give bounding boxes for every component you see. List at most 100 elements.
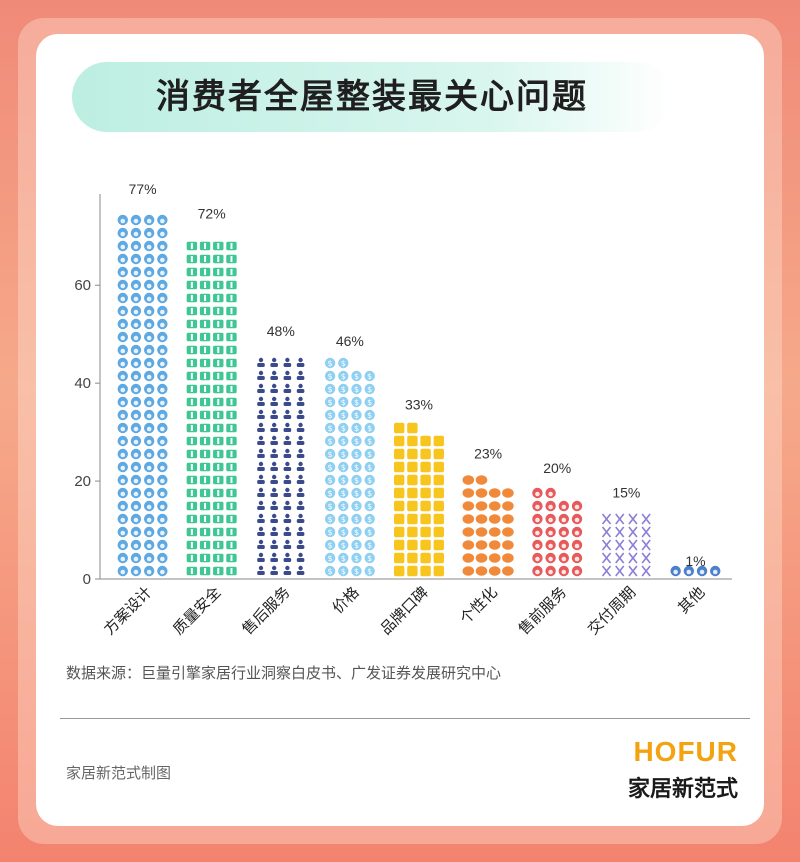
bar-6 [462,475,514,576]
svg-text:$: $ [354,385,359,394]
data-label-6: 23% [474,445,502,461]
svg-text:$: $ [341,450,346,459]
svg-text:$: $ [328,567,333,576]
svg-text:$: $ [328,528,333,537]
data-label-9: 1% [685,553,705,569]
svg-text:$: $ [341,476,346,485]
svg-text:$: $ [367,424,372,433]
bar-1 [117,214,168,577]
svg-text:$: $ [354,398,359,407]
data-label-4: 46% [336,333,364,349]
svg-text:$: $ [328,515,333,524]
bar-7 [532,487,583,577]
svg-text:$: $ [354,554,359,563]
bar-2 [186,241,237,576]
bar-3 [257,357,305,575]
svg-text:$: $ [341,411,346,420]
svg-text:$: $ [328,411,333,420]
svg-text:$: $ [328,489,333,498]
svg-text:$: $ [367,437,372,446]
data-label-8: 15% [612,485,640,501]
svg-text:$: $ [354,502,359,511]
svg-text:$: $ [328,450,333,459]
svg-text:$: $ [354,567,359,576]
y-tick-label: 0 [83,571,91,588]
svg-text:$: $ [354,489,359,498]
svg-text:$: $ [341,463,346,472]
category-label-1: 方案设计 [100,583,155,638]
svg-text:$: $ [367,528,372,537]
svg-text:$: $ [354,463,359,472]
svg-text:$: $ [367,476,372,485]
title-pill [72,62,672,132]
divider [60,718,750,719]
svg-text:$: $ [354,515,359,524]
data-label-7: 20% [543,460,571,476]
category-label-6: 个性化 [456,583,501,628]
svg-text:$: $ [354,528,359,537]
category-label-7: 售前服务 [515,583,570,638]
svg-text:$: $ [328,424,333,433]
svg-text:$: $ [328,372,333,381]
svg-text:$: $ [367,385,372,394]
svg-text:$: $ [328,359,333,368]
svg-text:$: $ [328,476,333,485]
y-tick-label: 20 [74,473,91,490]
data-label-1: 77% [129,181,157,197]
svg-text:$: $ [341,528,346,537]
svg-text:$: $ [341,372,346,381]
svg-text:$: $ [341,385,346,394]
svg-text:$: $ [341,398,346,407]
data-label-3: 48% [267,323,295,339]
svg-text:$: $ [341,567,346,576]
svg-text:$: $ [354,541,359,550]
svg-text:$: $ [341,359,346,368]
svg-text:$: $ [341,515,346,524]
y-tick-label: 40 [74,375,91,392]
svg-text:$: $ [341,437,346,446]
svg-text:$: $ [367,372,372,381]
brand-name: 家居新范式 [627,777,738,802]
category-label-9: 其他 [674,583,708,617]
bar-9 [670,565,721,577]
svg-text:$: $ [367,541,372,550]
svg-text:$: $ [367,515,372,524]
svg-text:$: $ [354,411,359,420]
svg-text:$: $ [328,541,333,550]
svg-text:$: $ [328,502,333,511]
category-label-4: 价格 [329,583,363,617]
svg-text:$: $ [354,476,359,485]
svg-text:$: $ [341,502,346,511]
bar-5 [394,422,444,577]
svg-text:$: $ [367,554,372,563]
svg-text:$: $ [341,554,346,563]
svg-text:$: $ [367,450,372,459]
category-label-2: 质量安全 [169,583,224,638]
brand-logo-text: HOFUR [633,736,738,767]
svg-text:$: $ [354,372,359,381]
chart-credit: 家居新范式制图 [66,764,172,782]
svg-text:$: $ [367,502,372,511]
svg-text:$: $ [354,450,359,459]
svg-text:$: $ [341,424,346,433]
data-label-5: 33% [405,396,433,412]
bar-8 [601,513,651,577]
svg-text:$: $ [367,489,372,498]
y-tick-label: 60 [74,277,91,294]
bar-4: $ $ $ $ $ $ $ $ $ $ $ $ $ $ $ $ $ $ $ $ $ $ $ $ $ $ $ $ $ $ $ $ $ $ $ $ $ $ $ $… [324,357,375,577]
svg-text:$: $ [328,463,333,472]
svg-text:$: $ [328,554,333,563]
svg-text:$: $ [328,398,333,407]
svg-text:$: $ [328,437,333,446]
category-label-5: 品牌口碑 [377,583,432,638]
chart-card: 消费者全屋整装最关心问题 0 20 40 60 77% 方案设计 72% 质量安全 48% 售后服… [36,34,764,826]
data-label-2: 72% [198,205,226,221]
category-label-8: 交付周期 [584,583,639,638]
bar-chart: 020406077%方案设计72%质量安全48%售后服务$$$$$$$$$$$$… [74,181,732,638]
chart-title: 消费者全屋整装最关心问题 [156,77,588,117]
svg-text:$: $ [367,411,372,420]
svg-text:$: $ [341,541,346,550]
svg-text:$: $ [367,567,372,576]
category-label-3: 售后服务 [238,583,293,638]
svg-text:$: $ [341,489,346,498]
